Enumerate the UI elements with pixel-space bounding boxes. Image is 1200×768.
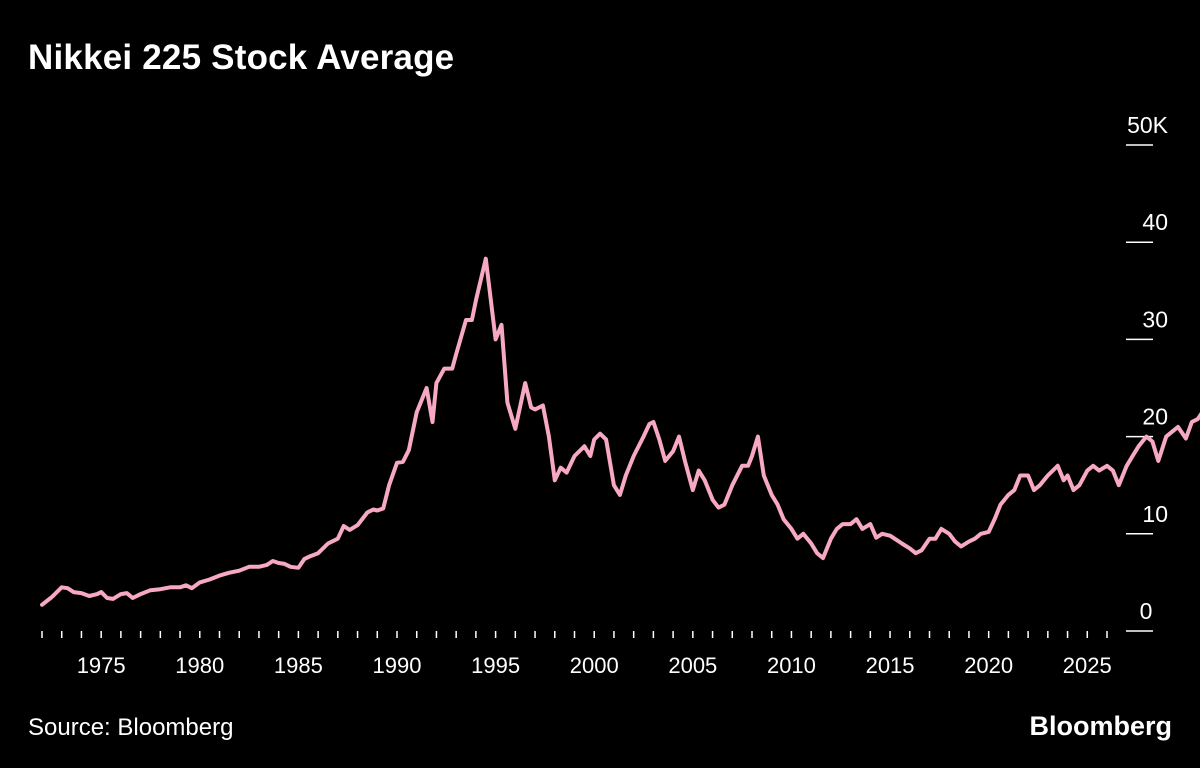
y-tick-label: 50K <box>1127 112 1169 138</box>
x-tick-label: 1975 <box>77 653 126 678</box>
series-layer <box>40 256 1200 607</box>
x-tick-label: 2020 <box>964 653 1013 678</box>
y-tick-label: 30 <box>1142 306 1168 332</box>
x-tick-label: 2025 <box>1063 653 1112 678</box>
x-tick-label: 2000 <box>570 653 619 678</box>
y-tick-label: 20 <box>1142 404 1168 430</box>
x-tick-label: 1995 <box>471 653 520 678</box>
bloomberg-logo: Bloomberg <box>1029 711 1172 741</box>
x-tick-label: 2015 <box>866 653 915 678</box>
chart-title: Nikkei 225 Stock Average <box>28 38 455 77</box>
x-tick-label: 1985 <box>274 653 323 678</box>
x-tick-label: 2005 <box>668 653 717 678</box>
axis-layer: 0 10 20 30 40 50K 1975 1980 1985 1990 1995 2000 2005… <box>41 112 1169 678</box>
y-tick-label: 10 <box>1142 501 1168 527</box>
x-tick-label: 1990 <box>373 653 422 678</box>
x-tick-label: 1980 <box>175 653 224 678</box>
y-tick-label: 40 <box>1142 209 1168 235</box>
line-chart: 0 10 20 30 40 50K 1975 1980 1985 1990 1995 2000 2005… <box>40 112 1200 678</box>
x-tick-label: 2010 <box>767 653 816 678</box>
y-tick-label: 0 <box>1140 598 1153 624</box>
source-note: Source: Bloomberg <box>28 714 234 741</box>
nikkei-series-line <box>40 256 1200 607</box>
